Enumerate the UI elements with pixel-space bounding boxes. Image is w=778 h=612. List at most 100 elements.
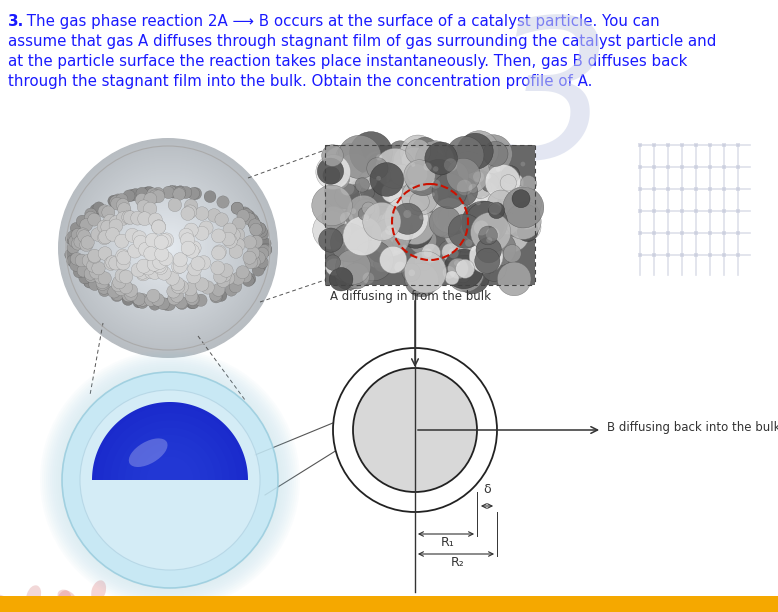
Circle shape xyxy=(152,190,165,203)
Circle shape xyxy=(333,348,497,512)
Ellipse shape xyxy=(58,589,77,607)
Circle shape xyxy=(77,157,259,339)
Ellipse shape xyxy=(91,580,106,602)
Circle shape xyxy=(73,266,86,278)
Circle shape xyxy=(121,201,215,295)
Circle shape xyxy=(82,254,95,267)
Circle shape xyxy=(243,213,255,225)
Circle shape xyxy=(67,231,79,243)
Circle shape xyxy=(343,256,359,272)
Circle shape xyxy=(72,237,84,250)
FancyBboxPatch shape xyxy=(722,165,726,169)
FancyBboxPatch shape xyxy=(708,231,712,235)
Circle shape xyxy=(380,208,411,238)
Circle shape xyxy=(131,211,145,225)
Circle shape xyxy=(393,144,426,177)
Circle shape xyxy=(415,141,454,180)
Circle shape xyxy=(84,267,97,280)
Circle shape xyxy=(424,248,433,257)
Circle shape xyxy=(408,226,436,254)
Circle shape xyxy=(64,144,272,352)
Circle shape xyxy=(101,220,114,234)
Circle shape xyxy=(416,167,456,207)
Polygon shape xyxy=(92,402,248,480)
Circle shape xyxy=(212,246,226,260)
Circle shape xyxy=(411,163,415,167)
FancyBboxPatch shape xyxy=(736,231,740,235)
Circle shape xyxy=(248,217,261,230)
Circle shape xyxy=(388,141,412,164)
Circle shape xyxy=(104,257,117,271)
Circle shape xyxy=(113,275,126,289)
Circle shape xyxy=(362,202,375,215)
Circle shape xyxy=(443,266,455,278)
Circle shape xyxy=(72,152,264,344)
FancyBboxPatch shape xyxy=(694,231,698,235)
Text: through the stagnant film into the bulk. Obtain the concentration profile of A.: through the stagnant film into the bulk.… xyxy=(8,74,592,89)
Circle shape xyxy=(363,203,401,241)
Circle shape xyxy=(152,187,164,200)
Circle shape xyxy=(345,198,380,232)
FancyBboxPatch shape xyxy=(708,165,712,169)
Circle shape xyxy=(143,202,157,215)
Circle shape xyxy=(256,247,268,260)
Circle shape xyxy=(83,275,95,288)
Circle shape xyxy=(255,225,268,237)
Circle shape xyxy=(161,241,175,255)
Circle shape xyxy=(187,241,202,255)
FancyBboxPatch shape xyxy=(708,187,712,191)
Circle shape xyxy=(489,203,505,218)
Circle shape xyxy=(124,284,138,297)
Circle shape xyxy=(157,234,172,248)
Circle shape xyxy=(77,264,89,277)
Circle shape xyxy=(256,256,268,269)
Circle shape xyxy=(70,150,266,346)
Circle shape xyxy=(227,228,240,242)
Circle shape xyxy=(412,137,438,163)
Circle shape xyxy=(231,202,244,214)
Circle shape xyxy=(340,212,353,225)
Circle shape xyxy=(494,217,529,252)
Circle shape xyxy=(353,368,477,492)
Circle shape xyxy=(358,207,371,220)
Circle shape xyxy=(133,296,145,308)
Circle shape xyxy=(247,215,259,228)
Circle shape xyxy=(173,259,187,273)
Circle shape xyxy=(185,244,199,258)
Text: R₂: R₂ xyxy=(451,556,465,569)
Circle shape xyxy=(431,179,440,188)
Circle shape xyxy=(447,152,489,194)
Circle shape xyxy=(157,237,179,259)
Circle shape xyxy=(115,195,221,301)
Circle shape xyxy=(313,211,351,250)
Circle shape xyxy=(70,259,82,271)
Circle shape xyxy=(347,195,380,228)
Circle shape xyxy=(408,184,416,192)
Circle shape xyxy=(117,198,129,212)
Circle shape xyxy=(190,188,202,200)
Circle shape xyxy=(145,225,191,271)
Circle shape xyxy=(150,230,186,266)
Circle shape xyxy=(415,164,453,202)
Circle shape xyxy=(152,220,166,234)
Circle shape xyxy=(90,204,102,216)
Circle shape xyxy=(195,278,209,291)
Circle shape xyxy=(253,252,265,264)
Circle shape xyxy=(414,253,432,271)
FancyBboxPatch shape xyxy=(722,231,726,235)
FancyBboxPatch shape xyxy=(638,143,642,147)
Circle shape xyxy=(513,202,540,229)
Circle shape xyxy=(80,160,256,336)
Circle shape xyxy=(59,139,277,357)
Circle shape xyxy=(502,166,520,184)
Circle shape xyxy=(468,184,478,193)
Circle shape xyxy=(94,174,242,322)
Circle shape xyxy=(134,214,202,282)
Circle shape xyxy=(100,180,236,316)
Circle shape xyxy=(138,212,152,226)
Circle shape xyxy=(185,289,198,302)
Circle shape xyxy=(78,158,258,338)
Circle shape xyxy=(259,237,271,249)
Circle shape xyxy=(247,247,260,259)
Circle shape xyxy=(474,135,513,173)
